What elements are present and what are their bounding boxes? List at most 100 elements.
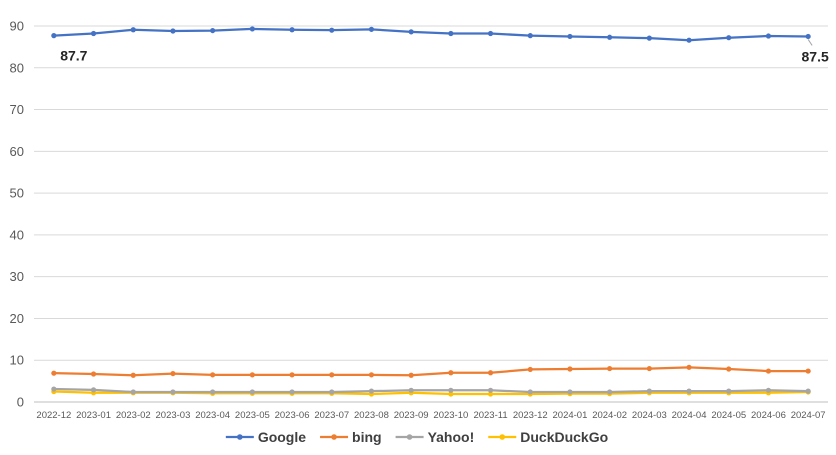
x-tick-label: 2023-12 [513,410,548,421]
data-point-bing [249,372,255,378]
x-tick-label: 2023-06 [275,410,310,421]
x-tick-label: 2023-07 [314,410,349,421]
data-point-bing [646,365,652,372]
data-point-google [805,33,811,40]
y-tick-label: 30 [10,269,24,284]
data-point-yahoo [368,388,375,394]
data-point-yahoo [51,386,57,392]
data-point-bing [210,372,216,378]
legend-label: DuckDuckGo [520,429,608,445]
legend-item-google: Google [225,429,306,445]
legend-label: bing [352,429,382,445]
data-point-google [726,35,732,41]
data-point-google [408,29,414,35]
x-tick-label: 2023-10 [433,410,468,421]
data-point-yahoo [408,387,414,393]
series-yahoo [51,386,811,395]
data-point-google [686,37,692,43]
series-google [51,26,811,43]
series-line-yahoo [52,387,810,394]
y-axis-ticks: 0 10 20 30 40 50 60 70 80 90 [10,19,24,410]
series-bing [51,364,811,378]
data-point-yahoo [487,387,494,393]
x-tick-label: 2022-12 [36,410,71,421]
data-point-bing [170,370,176,377]
data-point-bing [368,372,375,378]
y-tick-label: 40 [10,227,24,242]
data-point-bing [527,366,533,373]
series-layer [51,26,811,397]
data-point-bing [51,370,57,376]
legend-item-yahoo: Yahoo! [395,429,475,445]
data-point-google [51,33,57,39]
data-point-yahoo [90,387,97,393]
data-point-google [289,27,295,33]
legend-swatch-marker [406,434,413,440]
data-point-yahoo [646,388,652,394]
data-point-bing [408,372,414,378]
data-point-yahoo [249,389,255,395]
data-point-google [765,33,772,39]
data-label-leader [807,39,813,46]
data-point-google [210,27,216,34]
legend-label: Yahoo! [428,429,475,445]
y-tick-label: 20 [10,311,24,326]
legend-swatch-marker [237,434,243,440]
data-point-duckduckgo [487,391,494,397]
x-tick-label: 2023-05 [235,410,270,421]
data-point-google [487,30,494,37]
x-tick-label: 2023-04 [195,410,230,421]
gridlines [34,25,828,403]
data-label: 87.7 [60,48,87,64]
y-tick-label: 90 [10,19,24,34]
x-tick-label: 2024-07 [791,410,826,421]
y-tick-label: 60 [10,144,24,159]
data-point-yahoo [527,389,533,395]
legend: Google bing Yahoo! DuckDuckGo [225,429,608,445]
series-line-bing [52,366,810,377]
data-point-yahoo [607,389,613,395]
y-tick-label: 0 [17,395,24,410]
x-tick-label: 2024-05 [711,410,746,421]
data-point-google [170,28,176,34]
data-point-bing [686,364,692,370]
series-line-google [52,27,810,42]
y-tick-label: 10 [10,353,24,368]
data-point-bing [329,372,335,378]
data-point-yahoo [289,389,295,395]
x-tick-label: 2024-03 [632,410,667,421]
data-labels: 87.7 87.5 [60,39,829,64]
legend-swatch-marker [499,434,506,440]
data-point-yahoo [130,389,136,395]
data-point-bing [487,370,494,376]
data-point-google [646,35,652,41]
legend-item-bing: bing [320,429,382,445]
data-point-duckduckgo [448,391,454,397]
data-point-yahoo [805,388,811,394]
x-tick-label: 2023-01 [76,410,111,421]
data-point-google [567,33,573,40]
data-point-google [130,27,136,33]
data-point-bing [726,366,732,372]
y-tick-label: 80 [10,60,24,75]
data-point-yahoo [210,389,216,395]
x-tick-label: 2024-02 [592,410,627,421]
data-point-google [527,33,533,39]
x-tick-label: 2023-11 [473,410,507,421]
legend-item-duckduckgo: DuckDuckGo [488,429,608,445]
data-point-google [368,26,375,32]
data-point-bing [805,368,811,374]
data-point-google [329,27,335,33]
data-label: 87.5 [802,48,829,64]
data-point-bing [90,371,97,377]
data-point-yahoo [686,388,692,394]
x-tick-label: 2024-01 [553,410,588,421]
legend-label: Google [258,429,306,445]
data-point-yahoo [765,387,772,393]
x-axis-ticks: 2022-12 2023-01 2023-02 2023-03 2023-04 2023-… [36,410,825,421]
data-point-google [448,30,454,37]
data-point-yahoo [448,387,454,393]
x-tick-label: 2023-08 [354,410,389,421]
data-point-bing [567,366,573,372]
